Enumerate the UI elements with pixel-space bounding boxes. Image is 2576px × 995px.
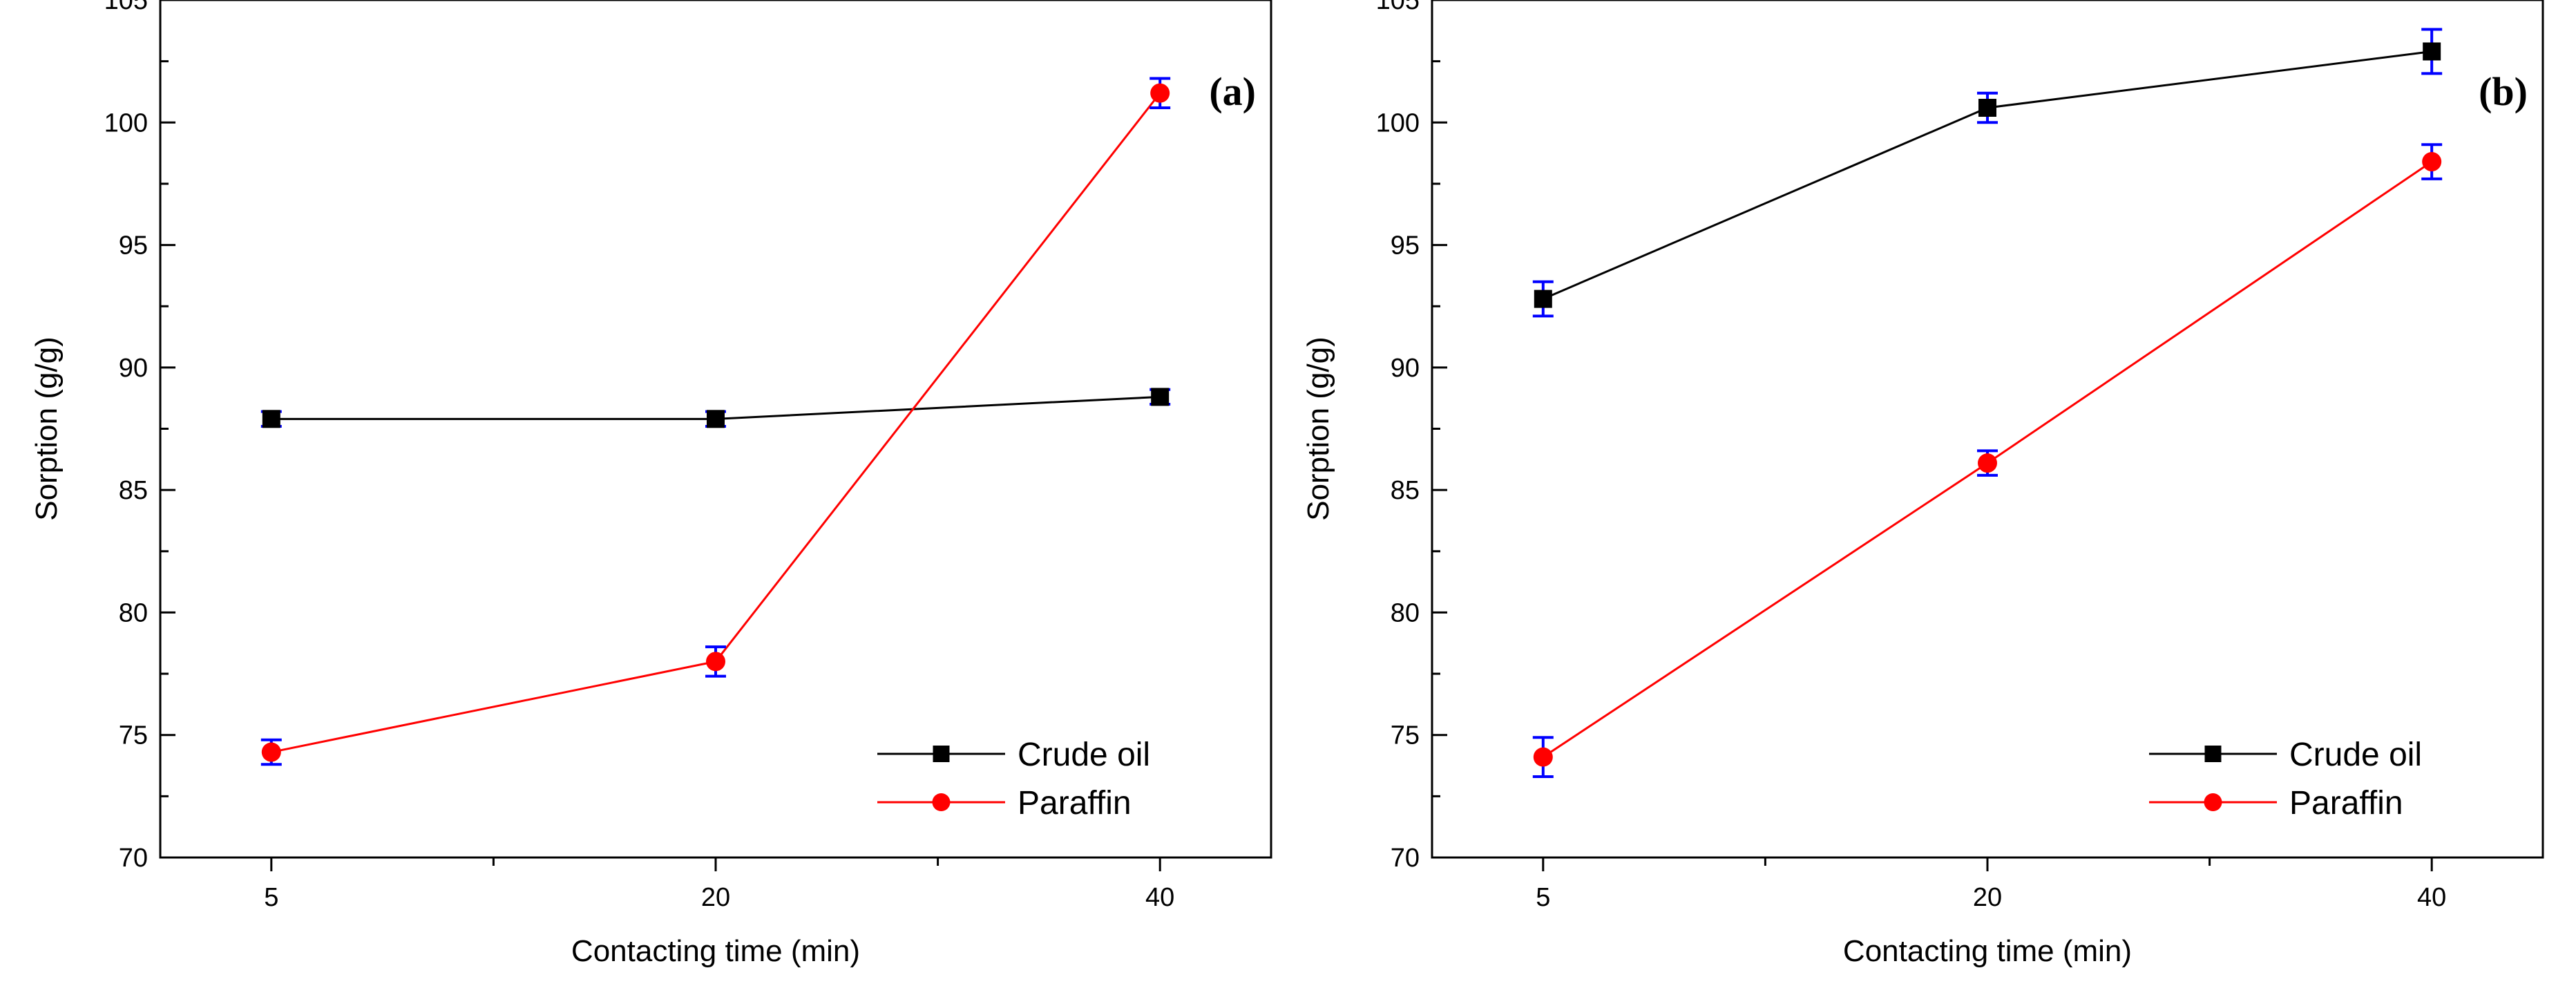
data-point-crude-oil xyxy=(1534,290,1552,308)
data-point-paraffin xyxy=(1150,83,1170,103)
y-axis-title: Sorption (g/g) xyxy=(30,337,64,521)
y-tick-label: 85 xyxy=(119,476,148,505)
data-point-crude-oil xyxy=(1151,388,1170,406)
plot-frame xyxy=(159,0,1272,859)
y-tick-label: 90 xyxy=(119,354,148,383)
legend: Crude oil Paraffin xyxy=(877,737,1150,822)
data-point-crude-oil xyxy=(1978,99,1996,117)
legend-marker-paraffin xyxy=(932,793,951,811)
legend-marker-crude-oil xyxy=(933,746,950,762)
data-point-paraffin xyxy=(261,742,281,762)
data-point-crude-oil xyxy=(262,410,280,428)
x-tick-label: 5 xyxy=(1536,883,1550,912)
x-tick-label: 5 xyxy=(264,883,278,912)
y-tick-label: 70 xyxy=(1391,844,1420,873)
data-point-paraffin xyxy=(706,652,725,672)
x-tick-label: 20 xyxy=(701,883,730,912)
y-tick-label: 80 xyxy=(1391,598,1420,627)
data-point-paraffin xyxy=(1533,747,1553,767)
series-paraffin xyxy=(1532,143,2443,778)
series-line-crude-oil xyxy=(1543,50,2432,300)
legend-marker-crude-oil xyxy=(2204,746,2222,762)
legend-label-paraffin: Paraffin xyxy=(2289,785,2403,822)
y-tick-label: 105 xyxy=(104,0,148,15)
legend-label-crude-oil: Crude oil xyxy=(1018,737,1150,773)
x-axis-title: Contacting time (min) xyxy=(571,934,860,968)
y-tick-label: 90 xyxy=(1391,354,1420,383)
y-tick-label: 75 xyxy=(119,721,148,750)
y-tick-label: 100 xyxy=(1376,108,1420,138)
y-axis-title: Sorption (g/g) xyxy=(1301,337,1335,521)
legend-marker-paraffin xyxy=(2204,793,2222,811)
series-paraffin xyxy=(260,77,1171,766)
data-point-crude-oil xyxy=(707,410,725,428)
x-tick-label: 40 xyxy=(1145,883,1174,912)
y-tick-label: 70 xyxy=(119,844,148,873)
series-crude-oil xyxy=(1532,28,2443,318)
panel-label: (a) xyxy=(1209,69,1256,114)
y-tick-label: 80 xyxy=(119,598,148,627)
chart-panel-2: 70 75 80 85 90 95 100 105 5 20 40 Contacting time (… xyxy=(1301,0,2544,968)
y-tick-label: 100 xyxy=(104,108,148,138)
y-tick-label: 85 xyxy=(1391,476,1420,505)
legend-label-paraffin: Paraffin xyxy=(1018,785,1132,822)
y-tick-label: 75 xyxy=(1391,721,1420,750)
legend-label-crude-oil: Crude oil xyxy=(2289,737,2422,773)
y-tick-label: 95 xyxy=(1391,231,1420,260)
y-tick-label: 95 xyxy=(119,231,148,260)
chart-panel-1: 70 75 80 85 90 95 100 105 5 20 40 Contacting time (… xyxy=(30,0,1272,968)
y-tick-label: 105 xyxy=(1376,0,1420,15)
plot-frame xyxy=(1431,0,2544,859)
x-axis-title: Contacting time (min) xyxy=(1843,934,2132,968)
panel-label: (b) xyxy=(2479,69,2528,114)
legend: Crude oil Paraffin xyxy=(2149,737,2422,822)
x-tick-label: 20 xyxy=(1973,883,2002,912)
data-point-paraffin xyxy=(1978,453,1997,473)
x-tick-label: 40 xyxy=(2417,883,2446,912)
data-point-paraffin xyxy=(2422,152,2442,172)
data-point-crude-oil xyxy=(2423,42,2441,61)
series-crude-oil xyxy=(260,388,1171,428)
